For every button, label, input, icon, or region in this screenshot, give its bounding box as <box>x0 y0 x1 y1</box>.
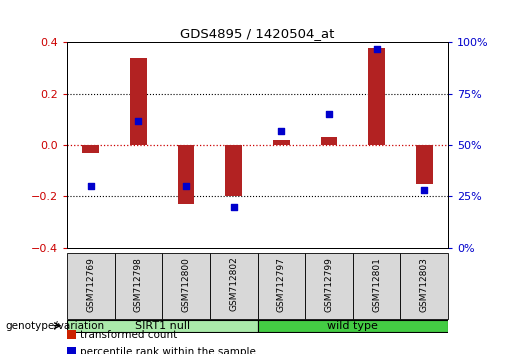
Point <box>372 46 381 51</box>
Bar <box>273 140 289 145</box>
Bar <box>368 47 385 145</box>
Text: GSM712798: GSM712798 <box>134 257 143 312</box>
Point <box>134 118 143 123</box>
Text: percentile rank within the sample: percentile rank within the sample <box>80 347 256 354</box>
Point <box>325 112 333 117</box>
Bar <box>353 253 401 319</box>
Bar <box>401 253 448 319</box>
Bar <box>114 253 162 319</box>
Bar <box>258 320 448 332</box>
Point <box>230 204 238 210</box>
Text: GSM712801: GSM712801 <box>372 257 381 312</box>
Text: GSM712769: GSM712769 <box>87 257 95 312</box>
Text: transformed count: transformed count <box>80 330 178 339</box>
Point <box>277 128 285 133</box>
Text: GSM712797: GSM712797 <box>277 257 286 312</box>
Bar <box>162 253 210 319</box>
Text: GSM712802: GSM712802 <box>229 257 238 312</box>
Text: genotype/variation: genotype/variation <box>5 321 104 331</box>
Bar <box>82 145 99 153</box>
Point <box>182 183 190 189</box>
Bar <box>416 145 433 184</box>
Text: wild type: wild type <box>328 321 378 331</box>
Bar <box>258 253 305 319</box>
Bar <box>178 145 194 204</box>
Text: SIRT1 null: SIRT1 null <box>134 321 190 331</box>
Point <box>420 188 428 193</box>
Bar <box>226 145 242 196</box>
Text: GSM712800: GSM712800 <box>182 257 191 312</box>
Bar <box>210 253 258 319</box>
Bar <box>130 58 147 145</box>
Bar <box>305 253 353 319</box>
Bar <box>67 320 258 332</box>
Title: GDS4895 / 1420504_at: GDS4895 / 1420504_at <box>180 27 335 40</box>
Bar <box>321 137 337 145</box>
Bar <box>67 253 115 319</box>
Point <box>87 183 95 189</box>
Text: GSM712803: GSM712803 <box>420 257 428 312</box>
Text: GSM712799: GSM712799 <box>324 257 333 312</box>
